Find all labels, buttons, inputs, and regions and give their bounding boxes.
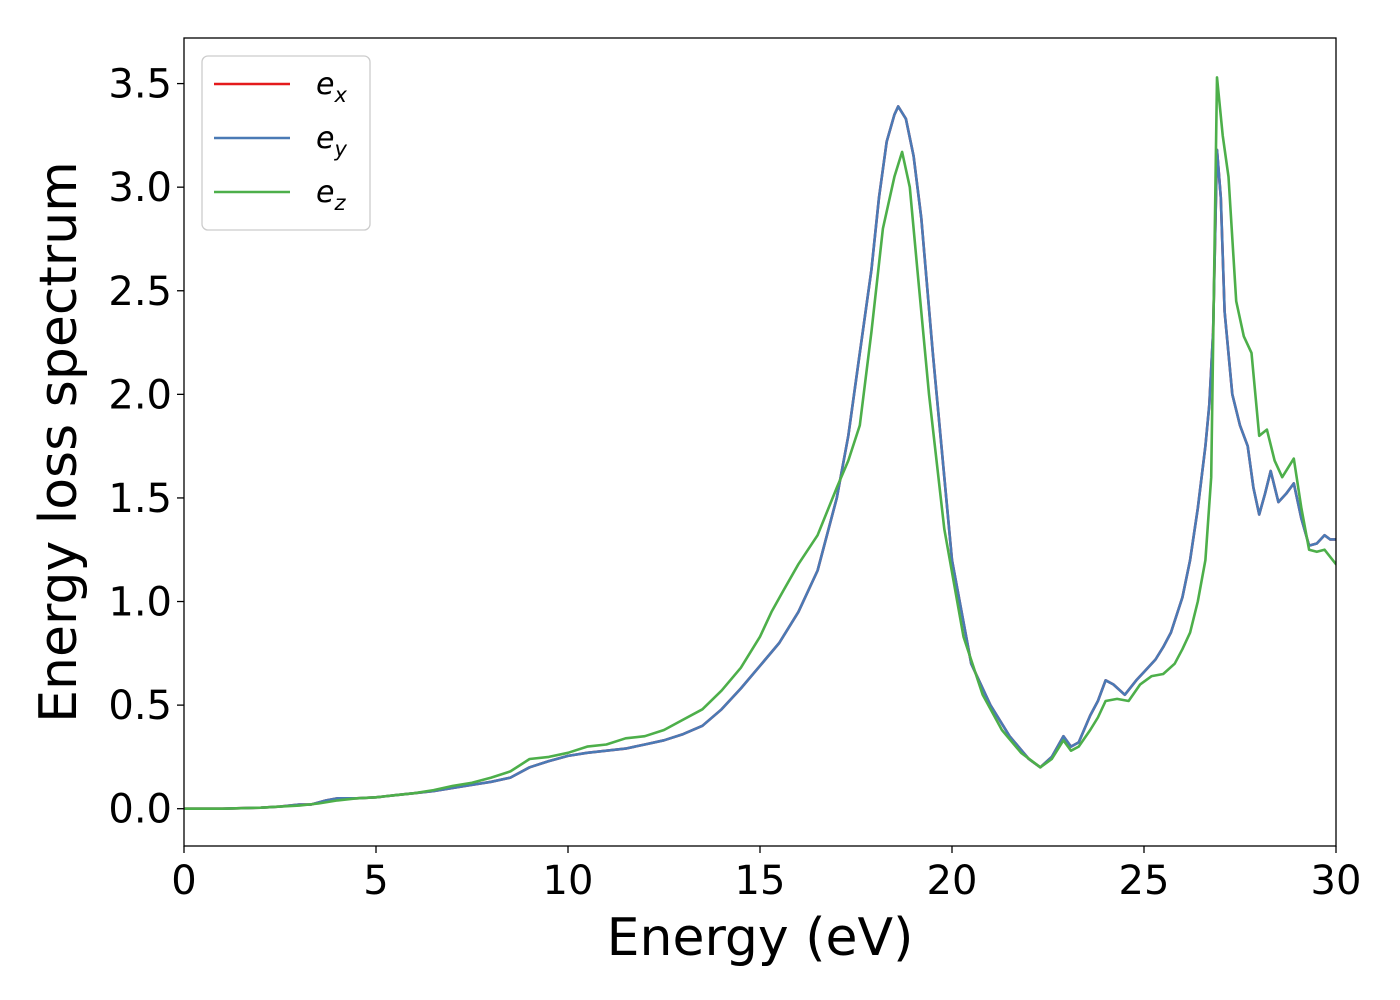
legend-label-subscript: x bbox=[333, 83, 347, 107]
x-tick-label: 10 bbox=[543, 858, 594, 904]
legend-label-subscript: z bbox=[333, 191, 346, 215]
y-tick-label: 0.5 bbox=[108, 683, 172, 729]
y-axis-ticks: 0.0 0.5 1.0 1.5 2.0 2.5 3.0 3.5 bbox=[108, 62, 184, 833]
legend-frame bbox=[201, 55, 371, 231]
y-tick-label: 0.0 bbox=[108, 787, 172, 833]
y-tick-label: 1.5 bbox=[108, 476, 172, 522]
x-tick-label: 25 bbox=[1119, 858, 1170, 904]
x-tick-label: 30 bbox=[1311, 858, 1362, 904]
x-axis-label: Energy (eV) bbox=[607, 908, 914, 968]
y-tick-label: 2.5 bbox=[108, 269, 172, 315]
x-tick-label: 0 bbox=[171, 858, 196, 904]
legend-label-z: ez bbox=[316, 175, 346, 215]
x-tick-label: 20 bbox=[927, 858, 978, 904]
legend-label-subscript: y bbox=[333, 137, 347, 161]
y-axis-label: Energy loss spectrum bbox=[29, 161, 89, 723]
x-tick-label: 15 bbox=[735, 858, 786, 904]
x-axis-ticks: 0 5 10 15 20 25 30 bbox=[171, 846, 1361, 904]
y-tick-label: 1.0 bbox=[108, 580, 172, 626]
y-tick-label: 3.0 bbox=[108, 165, 172, 211]
legend-label-x: ex bbox=[316, 67, 347, 107]
x-tick-label: 5 bbox=[363, 858, 388, 904]
legend-label-base: e bbox=[316, 67, 334, 102]
series-line-z bbox=[184, 76, 1336, 811]
series-line-y bbox=[184, 105, 1336, 811]
y-tick-label: 3.5 bbox=[108, 62, 172, 108]
legend-label-base: e bbox=[316, 121, 334, 156]
y-tick-label: 2.0 bbox=[108, 372, 172, 418]
legend-label-y: ey bbox=[316, 121, 347, 161]
series-layer bbox=[184, 76, 1336, 811]
legend-label-base: e bbox=[316, 175, 334, 210]
